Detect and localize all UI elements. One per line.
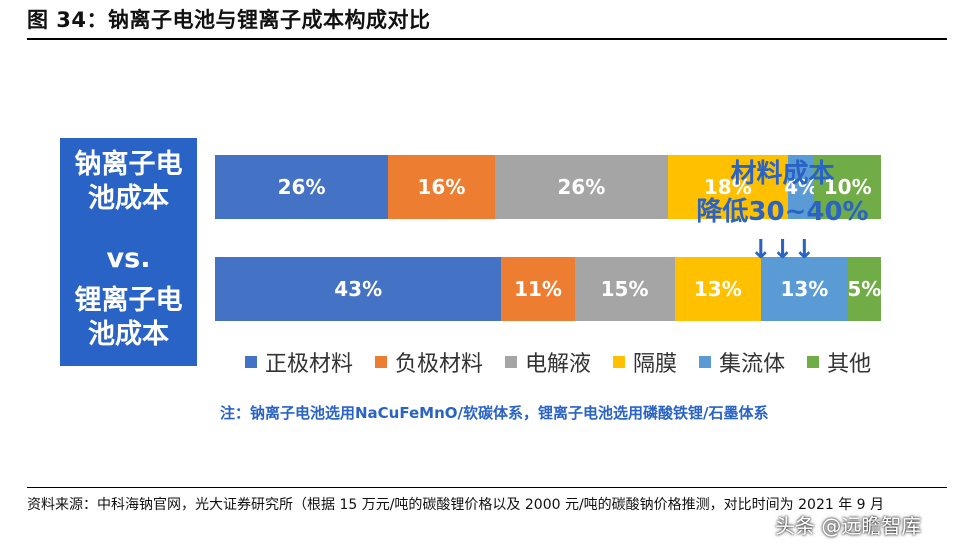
legend-item-5: 其他 (807, 346, 871, 378)
legend-item-3: 隔膜 (613, 346, 677, 378)
chart-legend: 正极材料 负极材料 电解液 隔膜 集流体 其他 (245, 346, 871, 378)
legend-label: 负极材料 (395, 352, 484, 377)
bar-segment-1-4: 13% (761, 257, 848, 321)
data-label: 13% (693, 277, 742, 301)
data-label: 18% (703, 175, 752, 199)
data-label: 26% (557, 175, 606, 199)
source-divider (27, 487, 947, 488)
sodium-cost-label-text: 钠离子电池成本 (74, 149, 183, 214)
data-label: 13% (780, 277, 829, 301)
legend-label: 隔膜 (633, 352, 678, 377)
data-label: 11% (514, 277, 562, 301)
bar-row-lithium: 43% 11% 15% 13% 13% 5% (215, 257, 881, 321)
bar-segment-1-1: 11% (501, 257, 575, 321)
watermark: 头条 @远瞻智库 (775, 514, 922, 538)
data-label: 16% (417, 175, 466, 199)
bar-segment-1-2: 15% (574, 257, 675, 321)
source-text: 资料来源：中科海钠官网，光大证券研究所（根据 15 万元/吨的碳酸锂价格以及 2… (27, 497, 885, 513)
legend-label: 其他 (827, 352, 872, 377)
annotation-line-1: 材料成本 (730, 159, 835, 189)
bar-segment-0-2: 26% (494, 155, 668, 219)
lithium-cost-label-text: 锂离子电池成本 (74, 285, 183, 350)
data-label: 10% (823, 175, 872, 199)
legend-label: 电解液 (525, 352, 592, 377)
legend-label: 集流体 (719, 352, 786, 377)
legend-item-4: 集流体 (699, 346, 785, 378)
data-label: 4% (784, 175, 819, 199)
data-label: 43% (334, 277, 383, 301)
cost-reduction-annotation: 材料成本 降低30~40% ↓↓↓ (660, 155, 905, 269)
legend-swatch (699, 356, 712, 368)
legend-label: 正极材料 (265, 352, 354, 377)
legend-swatch (245, 356, 257, 368)
bar-segment-0-3: 18% (667, 155, 788, 219)
bar-segment-1-0: 43% (215, 257, 502, 321)
lithium-cost-label: 锂离子电池成本 (60, 284, 197, 352)
annotation-line-2: 降低30~40% ↓↓↓ (696, 197, 869, 265)
bar-row-sodium: 26% 16% 26% 18% 4% 10% (215, 155, 881, 219)
sodium-cost-label: 钠离子电池成本 (60, 148, 197, 216)
bar-segment-0-0: 26% (215, 155, 389, 219)
legend-item-2: 电解液 (505, 346, 591, 378)
legend-swatch (613, 356, 626, 368)
vs-label: vs. (106, 243, 151, 274)
data-label: 26% (277, 175, 326, 199)
bar-segment-0-4: 4% (784, 155, 818, 219)
legend-item-1: 负极材料 (375, 346, 483, 378)
legend-item-0: 正极材料 (245, 346, 353, 378)
legend-swatch (807, 356, 820, 368)
comparison-label-box: 钠离子电池成本 vs. 锂离子电池成本 (60, 138, 197, 366)
data-label: 15% (600, 277, 649, 301)
data-label: 5% (847, 277, 882, 301)
figure-title: 图 34：钠离子电池与锂离子成本构成对比 (27, 8, 431, 32)
chart-note: 注：钠离子电池选用NaCuFeMnO/软碳体系，锂离子电池选用磷酸铁锂/石墨体系 (220, 404, 769, 422)
bar-segment-0-5: 10% (814, 155, 881, 219)
bar-segment-1-3: 13% (674, 257, 762, 321)
legend-swatch (505, 356, 518, 368)
bar-segment-0-1: 16% (388, 155, 495, 219)
legend-swatch (375, 356, 388, 368)
title-divider (27, 38, 947, 40)
bar-segment-1-5: 5% (847, 257, 882, 321)
